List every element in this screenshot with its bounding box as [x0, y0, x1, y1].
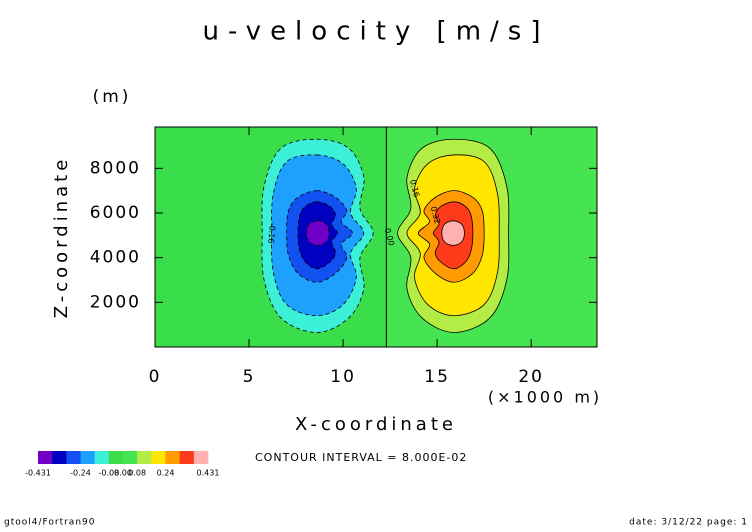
footer-right: date: 3/12/22 page: 1	[629, 518, 748, 528]
x-tick-label: 10	[330, 367, 356, 387]
x-tick-label: 5	[243, 367, 256, 387]
colorbar-label: 0.431	[197, 469, 220, 478]
y-tick-label: 2000	[90, 292, 141, 312]
contour-interval: CONTOUR INTERVAL = 8.000E-02	[255, 451, 467, 464]
colorbar-swatch	[52, 451, 67, 464]
colorbar-swatch	[165, 451, 180, 464]
footer-left: gtool4/Fortran90	[4, 518, 95, 528]
colorbar-label: 0.24	[157, 469, 175, 478]
colorbar-swatch	[123, 451, 138, 464]
contour-label: 0.32	[429, 205, 442, 225]
colorbar-swatch	[137, 451, 152, 464]
colorbar-swatch	[66, 451, 81, 464]
colorbar-swatch	[193, 451, 209, 464]
contour-label: -0.16	[266, 222, 277, 243]
colorbar-label: 0.00	[114, 469, 132, 478]
colorbar-swatch	[179, 451, 195, 464]
colorbar-swatch	[38, 451, 53, 464]
plot-frame	[154, 126, 598, 348]
colorbar-swatch	[151, 451, 166, 464]
colorbar-swatch	[80, 451, 95, 464]
y-tick-label: 4000	[90, 248, 141, 268]
x-tick-label: 0	[149, 367, 162, 387]
y-unit: (m)	[93, 87, 132, 107]
colorbar-swatch	[94, 451, 110, 464]
contour-label: 0.16	[408, 179, 421, 199]
y-axis-label: Z-coordinate	[51, 156, 72, 319]
colorbar-swatch	[108, 451, 124, 464]
chart-title: u-velocity [m/s]	[203, 17, 550, 47]
plot-area: 0.00 -0.16 0.16 0.32	[155, 127, 597, 347]
colorbar-label: -0.24	[70, 469, 91, 478]
x-unit: (×1000 m)	[488, 388, 602, 407]
contour-fill	[441, 220, 465, 246]
colorbar-label: -0.431	[25, 469, 51, 478]
contour-fill	[306, 220, 330, 246]
colorbar-label: 0.08	[128, 469, 146, 478]
y-tick-label: 6000	[90, 203, 141, 223]
colorbar-label: -0.08	[98, 469, 119, 478]
x-tick-label: 15	[424, 367, 450, 387]
contour-label: 0.00	[383, 227, 396, 247]
x-tick-label: 20	[518, 367, 544, 387]
y-tick-label: 8000	[90, 158, 141, 178]
x-axis-label: X-coordinate	[295, 414, 457, 435]
